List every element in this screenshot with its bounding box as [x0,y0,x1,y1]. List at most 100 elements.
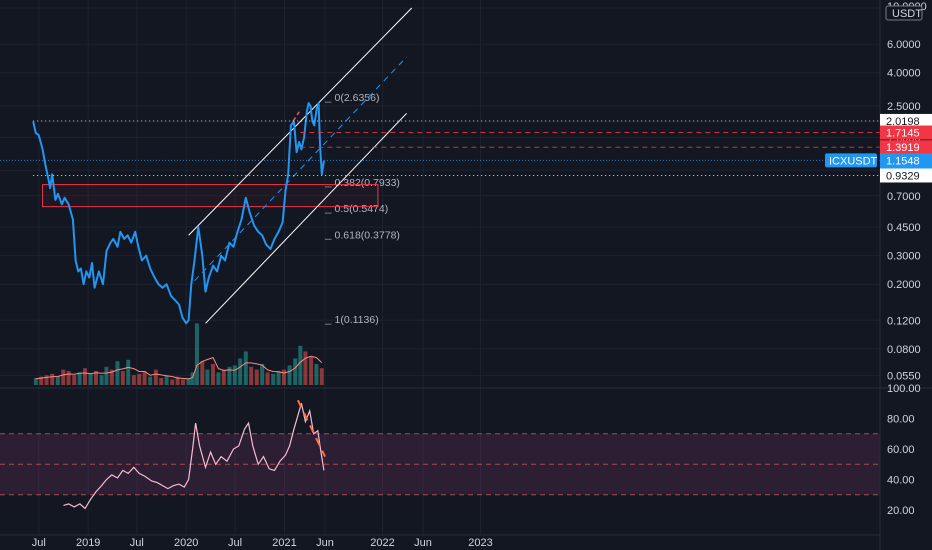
volume-bar [44,375,49,385]
time-tick-label: 2023 [468,537,492,549]
time-tick-label: Jun [414,537,432,549]
volume-bar [109,369,114,385]
price-tick-label: 0.0800 [887,344,921,356]
volume-bar [39,376,44,385]
support-zone-box [42,184,379,208]
peak-marker [292,111,300,123]
trend-drawings[interactable] [188,7,413,324]
volume-bar [194,323,199,385]
volume-ma-line [35,355,323,380]
fibonacci-retracement[interactable]: 0(2.6356) 0.382(0.7933) 0.5(0.5474) 0.618(0… [42,92,400,326]
price-tick-label: 4.0000 [887,68,921,80]
price-tag-label: 1.3919 [886,142,920,154]
volume-bar [265,372,270,385]
volume-bar [249,366,254,385]
price-tag-label: 2.0198 [886,116,920,128]
volume-bar [314,364,319,385]
volume-bar [276,371,281,385]
price-tag-bg [880,168,932,183]
grid-lines [0,0,880,535]
volume-bar [271,373,276,385]
fib-level-label: 0.382(0.7933) [335,177,400,189]
symbol-tag-label: ICXUSDT [829,155,878,167]
volume-bar [260,364,265,385]
rsi-line [63,403,325,510]
time-tick-label: 2019 [76,537,100,549]
volume-bars [33,323,324,385]
volume-bar [99,375,104,385]
volume-bar [104,366,109,385]
volume-bar [216,372,221,385]
price-tick-label: 0.7000 [887,191,921,203]
fib-level-label: 0.5(0.5474) [335,203,389,215]
price-tag-bg [880,140,932,155]
volume-bar [232,365,237,385]
indicator-panes [0,387,932,496]
channel-upper-line [188,7,413,236]
volume-bar [287,365,292,385]
price-tag-label: 0.9329 [886,170,920,182]
volume-bar [148,376,153,385]
volume-bar [319,368,324,385]
volume-bar [33,378,38,385]
volume-bar [50,373,55,385]
symbol-tag-bg [825,153,877,168]
channel-lower-line [205,112,408,324]
volume-bar [88,373,93,385]
time-tick-label: Jul [32,537,46,549]
rsi-tick-label: 100.00 [887,383,921,395]
volume-bar [164,375,169,385]
price-line [32,102,325,325]
price-tag-bg [880,113,932,128]
time-tick-label: Jul [228,537,242,549]
volume-bar [205,369,210,385]
price-tag-label: 1.7145 [886,128,920,140]
fib-level-label: 0(2.6356) [335,92,380,104]
level-lines [0,120,880,176]
price-tag-bg [880,125,932,140]
volume-bar [309,357,314,385]
volume-bar [77,372,82,385]
volume-bar [227,366,232,385]
volume-bar [159,378,164,385]
currency-box [885,5,923,21]
time-tick-label: Jul [130,537,144,549]
last-price-tag-label: 1.1548 [886,155,920,167]
channel-mid-line [194,56,408,282]
price-tick-label: 2.5000 [887,101,921,113]
currency-label: USDT [892,8,922,20]
volume-bar [281,369,286,385]
volume-bar [137,373,142,385]
volume-bar [120,371,125,385]
price-tick-label: 0.4500 [887,222,921,234]
price-tick-label: 0.3000 [887,251,921,263]
rsi-tick-label: 20.00 [887,505,915,517]
fib-level-label: 1(0.1136) [335,314,379,326]
volume-bar [186,378,191,385]
volume-bar [61,369,66,385]
volume-bar [254,369,259,385]
price-tick-label: 6.0000 [887,39,921,51]
volume-bar [293,358,298,385]
time-tick-label: Jun [316,537,334,549]
volume-bar [55,376,60,385]
volume-bar [190,372,195,385]
rsi-tick-label: 80.00 [887,414,915,426]
fib-level-label: 0.618(0.3778) [335,229,400,241]
price-tick-label: 0.0550 [887,370,921,382]
volume-bar [170,379,175,385]
volume-bar [153,369,158,385]
time-tick-label: 2020 [174,537,198,549]
volume-bar [175,376,180,385]
volume-bar [211,364,216,385]
rsi-tick-label: 60.00 [887,444,915,456]
volume-bar [298,345,303,385]
volume-bar [126,359,131,385]
rsi-series [63,399,326,510]
volume-bar [238,358,243,385]
volume-bar [200,361,205,385]
volume-bar [115,361,120,385]
price-tick-label: 0.1200 [887,315,921,327]
